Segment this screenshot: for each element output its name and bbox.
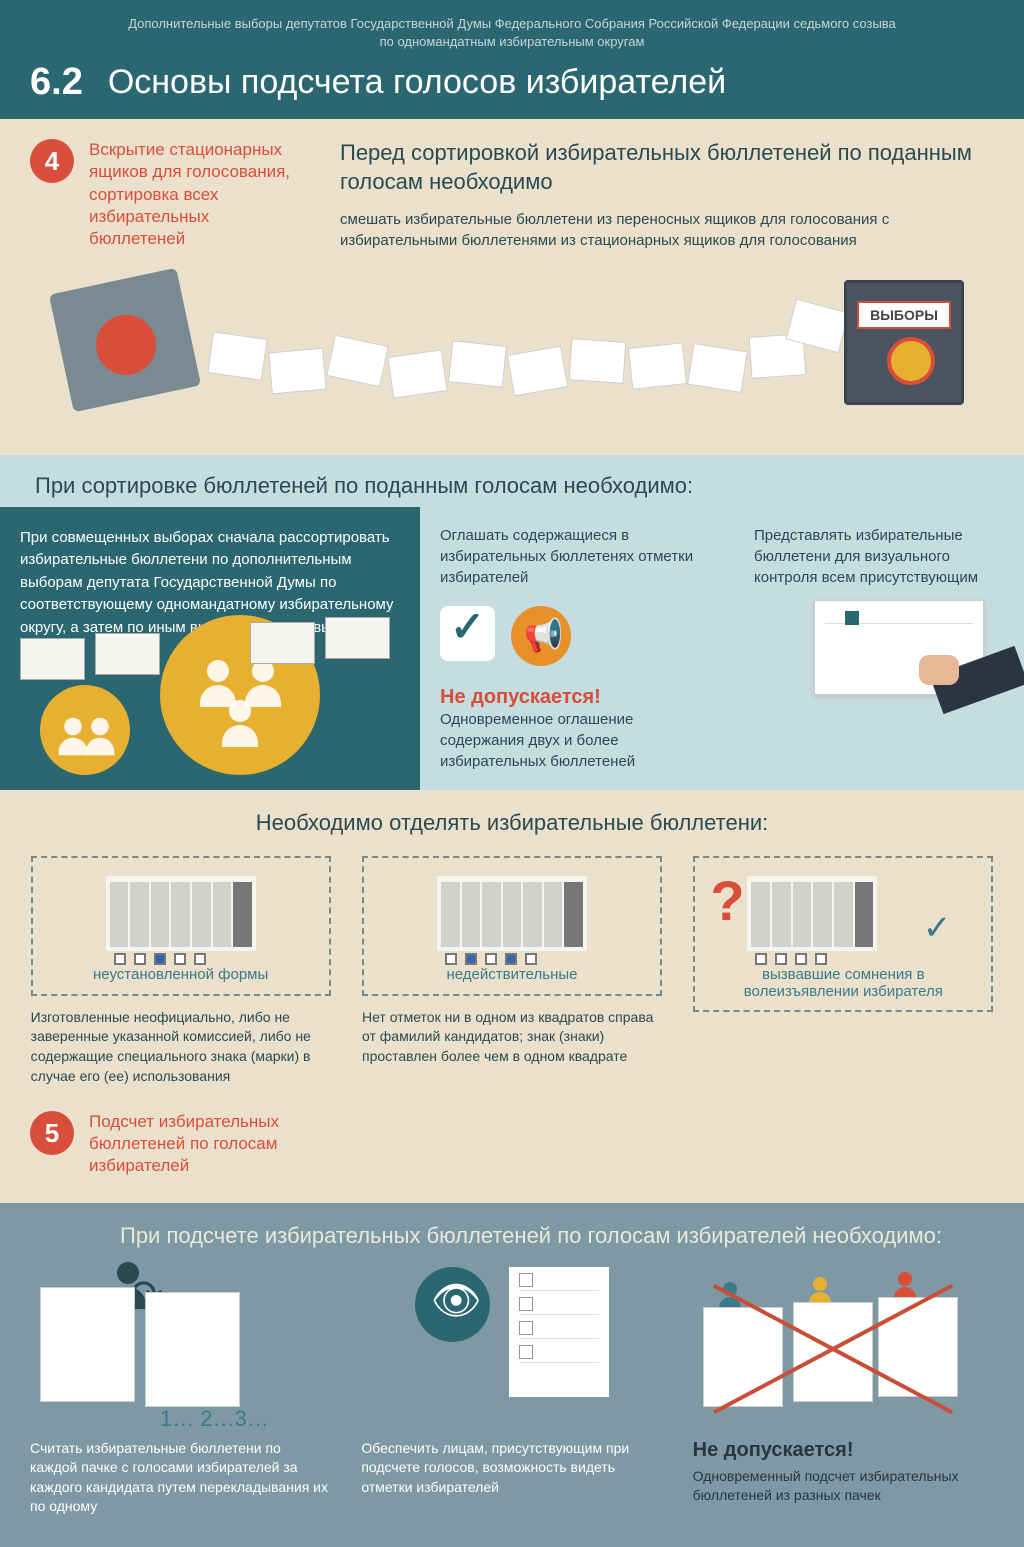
before-sort-body: смешать избирательные бюллетени из перен… — [340, 209, 994, 251]
visual-control-text: Представлять избирательные бюллетени для… — [754, 525, 1004, 588]
mini-person-icon — [898, 1272, 912, 1286]
visibility-icon — [361, 1267, 662, 1427]
invalid-box: недействительные — [362, 856, 662, 996]
step5-badge: 5 — [30, 1111, 74, 1155]
unestablished-form-box: неустановленной формы — [31, 856, 331, 996]
mini-person-icon — [813, 1277, 827, 1291]
page-title: Основы подсчета голосов избирателей — [108, 63, 726, 102]
sorting-title: При сортировке бюллетеней по поданным го… — [0, 455, 1024, 507]
header: Дополнительные выборы депутатов Государс… — [0, 0, 1024, 119]
question-mark-icon: ? — [710, 868, 744, 933]
ballot-invalid-icon — [437, 876, 587, 951]
counting-section: При подсчете избирательных бюллетеней по… — [0, 1203, 1024, 1547]
count-col3-text: Одновременный подсчет избирательных бюлл… — [693, 1467, 994, 1506]
ballot-unestablished-icon — [106, 876, 256, 951]
step4-title: Вскрытие стационарных ящиков для голосов… — [89, 139, 310, 249]
not-allowed-body: Одновременное оглашение содержания двух … — [440, 709, 714, 772]
step4-section: 4 Вскрытие стационарных ящиков для голос… — [0, 119, 1024, 454]
count-sequence: 1… 2…3… — [160, 1406, 269, 1432]
not-allowed-title: Не допускается! — [440, 686, 714, 709]
mixing-illustration: ВЫБОРЫ — [30, 275, 994, 425]
people-circle-small — [40, 685, 130, 775]
separate-section: Необходимо отделять избирательные бюллет… — [0, 790, 1024, 1106]
visible-ballot-icon — [509, 1267, 609, 1397]
counting-heading: При подсчете избирательных бюллетеней по… — [120, 1223, 994, 1249]
section-number: 6.2 — [30, 61, 83, 104]
unestablished-desc: Изготовленные неофициально, либо не заве… — [31, 1008, 331, 1086]
hand-ballot-icon — [754, 600, 1004, 720]
invalid-desc: Нет отметок ни в одном из квадратов спра… — [362, 1008, 662, 1067]
eye-icon — [415, 1267, 490, 1342]
before-sort-title: Перед сортировкой избирательных бюллетен… — [340, 139, 994, 196]
header-subtitle: Дополнительные выборы депутатов Государс… — [30, 15, 994, 51]
separate-title: Необходимо отделять избирательные бюллет… — [30, 810, 994, 836]
mini-person-icon — [723, 1282, 737, 1296]
step5-title: Подсчет избирательных бюллетеней по голо… — [89, 1111, 339, 1177]
step5-header: 5 Подсчет избирательных бюллетеней по го… — [0, 1106, 1024, 1202]
sorting-section: При сортировке бюллетеней по поданным го… — [0, 455, 1024, 790]
megaphone-icon — [511, 606, 571, 666]
doubtful-box: ? ✓ вызвавшие сомнения в волеизъявлении … — [693, 856, 993, 1012]
announce-marks-text: Оглашать содержащиеся в избирательных бю… — [440, 525, 714, 588]
check-icon: ✓ — [923, 908, 952, 948]
count-col1-text: Считать избирательные бюллетени по каждо… — [30, 1439, 331, 1517]
portable-box-icon — [49, 268, 201, 412]
step4-badge: 4 — [30, 139, 74, 183]
stationary-box-icon: ВЫБОРЫ — [844, 280, 964, 405]
combined-elections-note: При совмещенных выборах сначала рассорти… — [0, 507, 420, 790]
ballot-doubtful-icon — [747, 876, 877, 951]
count-col2-text: Обеспечить лицам, присутствующим при под… — [361, 1439, 662, 1498]
not-allowed-title-2: Не допускается! — [693, 1439, 994, 1462]
checkmark-icon — [440, 606, 495, 661]
multiple-stacks-forbidden-icon — [693, 1267, 994, 1427]
counting-stacks-icon: ↷ 1… 2…3… — [30, 1267, 331, 1427]
